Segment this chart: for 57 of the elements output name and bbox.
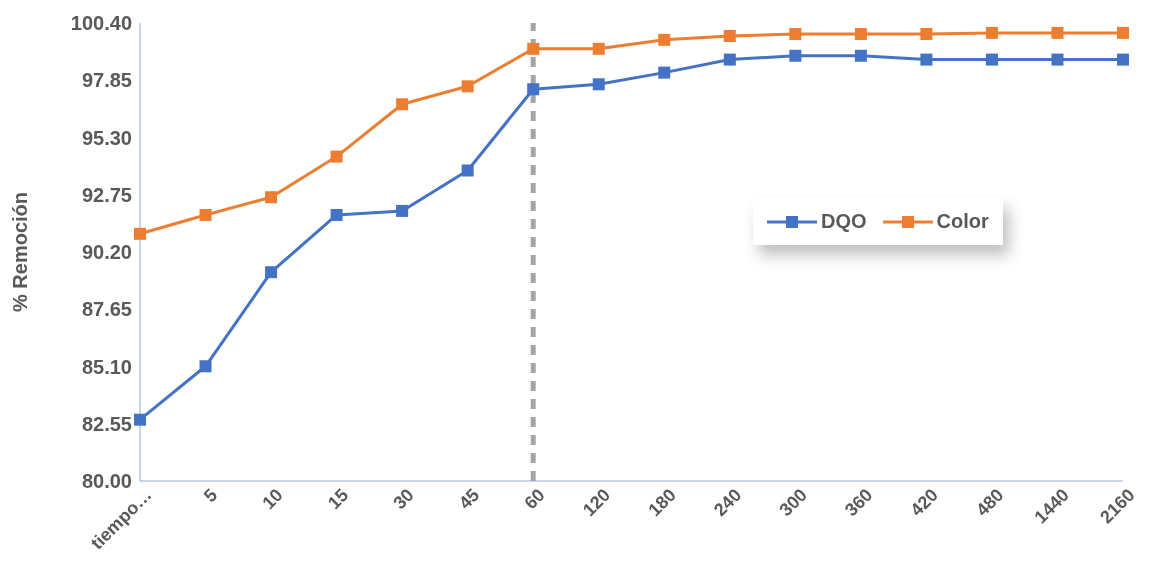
point (920, 28, 933, 40)
point (199, 208, 212, 221)
x-tick-label: 420 (906, 484, 942, 521)
point (1051, 26, 1064, 39)
x-tick-label: 300 (775, 484, 811, 521)
x-tick-label: 30 (389, 484, 418, 514)
x-tick-label: 45 (454, 484, 484, 514)
point (789, 49, 802, 62)
point (789, 28, 802, 40)
point (854, 28, 867, 40)
point (592, 42, 605, 55)
x-tick-label: 480 (972, 484, 1008, 521)
x-tick-label: 60 (520, 484, 549, 514)
point (527, 42, 540, 55)
y-tick-label: 92.75 (81, 183, 132, 206)
y-tick-label: 85.10 (81, 355, 132, 378)
point (134, 227, 146, 240)
point (461, 80, 474, 93)
point (723, 30, 736, 43)
legend-label: DQO (821, 210, 867, 233)
point (1117, 26, 1129, 39)
point (985, 53, 998, 66)
point (658, 66, 671, 79)
point (265, 191, 278, 204)
x-tick-label: 5 (199, 484, 222, 506)
y-tick-label: 97.85 (81, 69, 132, 92)
point (1117, 53, 1129, 66)
point (723, 53, 736, 66)
y-tick-label: 87.65 (81, 298, 132, 321)
point (330, 208, 343, 221)
x-tick-label: 240 (709, 484, 746, 521)
point (527, 83, 540, 96)
x-tick-label: 360 (841, 484, 877, 521)
y-tick-label: 100.40 (70, 12, 132, 35)
y-tick-label: 82.55 (81, 412, 132, 435)
point (199, 360, 212, 373)
point (396, 204, 409, 217)
x-tick-label: 180 (644, 484, 680, 521)
point (330, 150, 343, 163)
x-tick-label: 10 (258, 484, 287, 514)
point (461, 164, 474, 177)
point (985, 26, 998, 39)
point (134, 413, 146, 426)
x-tick-label: 15 (323, 484, 353, 514)
y-tick-label: 95.30 (81, 126, 132, 149)
point (1051, 53, 1064, 66)
y-tick-label: 80.00 (81, 470, 132, 493)
legend-label: Color (936, 210, 989, 233)
point (920, 53, 933, 66)
point (396, 98, 409, 111)
y-axis-title: % Remoción (9, 191, 32, 313)
point (658, 33, 671, 46)
point (854, 49, 867, 62)
x-tick-label: 120 (578, 484, 615, 521)
point (265, 266, 278, 279)
point (592, 78, 605, 91)
y-tick-label: 90.20 (81, 241, 132, 264)
